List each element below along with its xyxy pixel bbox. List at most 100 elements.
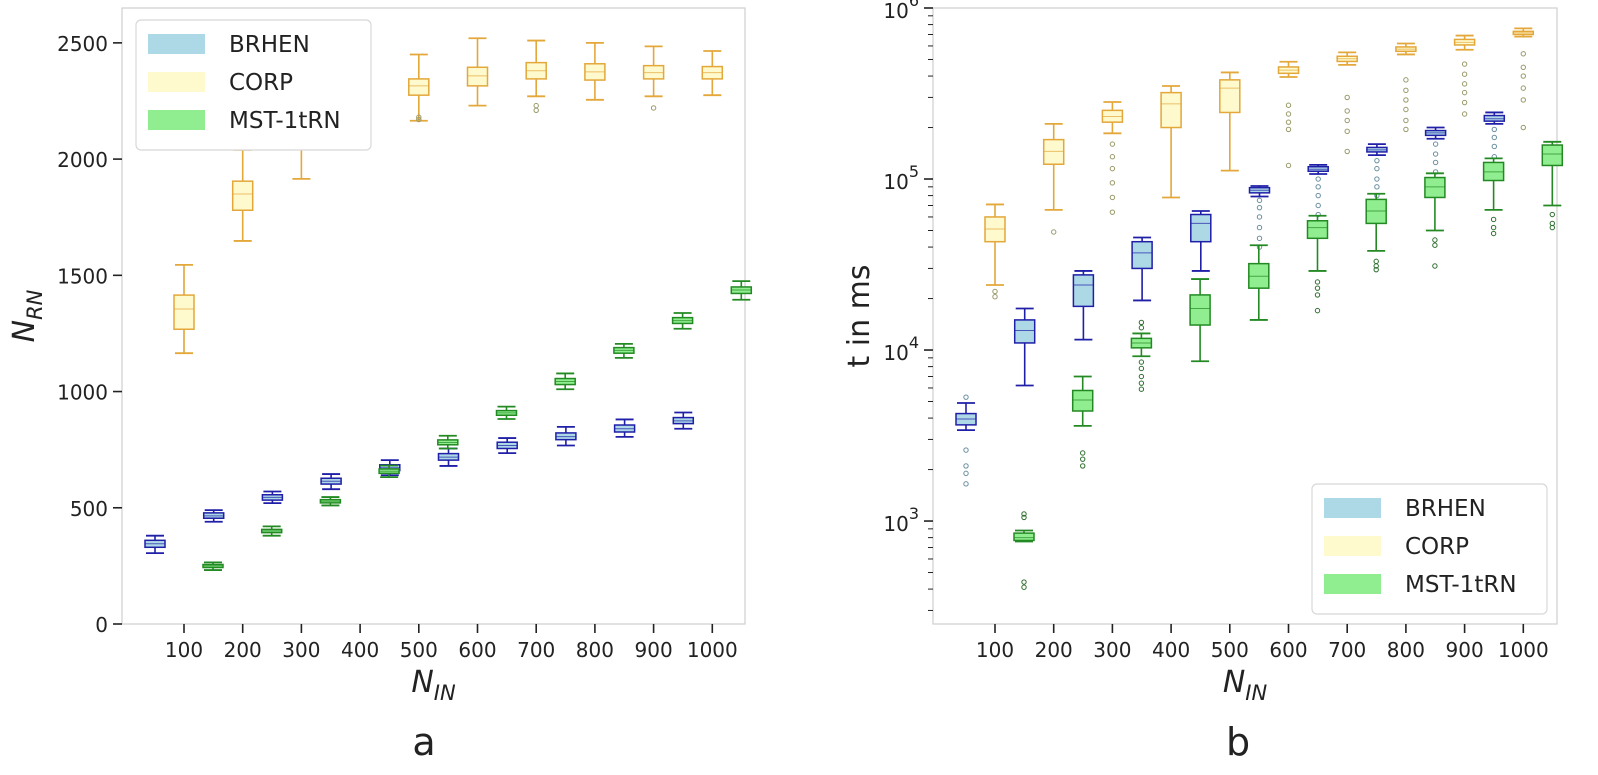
flier-point (963, 447, 969, 453)
box-brhen-300 (1072, 270, 1095, 341)
plot-frame (121, 7, 746, 625)
x-tick-label: 400 (341, 638, 379, 662)
flier-point (1461, 61, 1468, 67)
box-body (1219, 79, 1241, 114)
legend-label-mst-1trn: MST-1tRN (229, 108, 341, 134)
legend-swatch-brhen (1324, 498, 1381, 518)
box-brhen-200 (1013, 307, 1036, 387)
legend-label-brhen: BRHEN (1405, 496, 1486, 522)
flier-point (1080, 450, 1086, 456)
x-tick-label: 500 (400, 638, 438, 662)
x-tick-label: 900 (635, 638, 673, 662)
flier-point (1491, 143, 1498, 150)
box-mst-1trn-500 (437, 434, 459, 450)
x-tick-label: 800 (576, 638, 614, 662)
flier-point (1490, 216, 1497, 223)
box-mst-1trn-900 (1482, 157, 1505, 237)
box-mst-1trn-400 (378, 464, 400, 478)
flier-point (963, 394, 969, 400)
box-brhen-1000 (672, 411, 695, 430)
x-tick-label: 1000 (687, 638, 738, 662)
box-mst-1trn-700 (554, 372, 576, 391)
flier-point (1021, 584, 1027, 590)
box-mst-1trn-400 (1189, 278, 1211, 363)
box-body (1190, 213, 1212, 243)
flier-point (1021, 579, 1027, 585)
y-tick-exponent: 5 (909, 162, 919, 181)
y-tick-label: 103 (883, 504, 919, 536)
y-tick-exponent: 3 (909, 504, 919, 523)
y-tick-label: 0 (95, 613, 108, 637)
box-mst-1trn-600 (495, 405, 518, 420)
flier-point (1490, 224, 1497, 231)
flier-point (1520, 51, 1527, 57)
flier-point (1403, 87, 1409, 94)
box-corp-400 (1160, 85, 1182, 199)
flier-point (1520, 97, 1527, 103)
y-tick-base: 10 (883, 512, 908, 536)
flier-point (1109, 141, 1116, 147)
box-brhen-700 (1307, 163, 1329, 227)
flier-point (1256, 197, 1263, 204)
flier-point (1021, 514, 1027, 521)
box-mst-1trn-1000 (1541, 140, 1564, 231)
y-tick-label: 105 (883, 162, 919, 194)
legend-label-brhen: BRHEN (229, 32, 310, 58)
box-body (1072, 274, 1095, 308)
x-tick-label: 800 (1387, 638, 1425, 662)
flier-point (1374, 157, 1380, 164)
x-axis-title-main: N (1223, 665, 1245, 700)
flier-point (1256, 224, 1263, 231)
legend-swatch-corp (1324, 536, 1381, 556)
y-tick-base: 10 (883, 341, 908, 365)
flier-point (963, 470, 969, 477)
flier-point (650, 105, 657, 111)
box-mst-1trn-500 (1248, 244, 1270, 321)
box-corp-1000 (1512, 27, 1535, 131)
flier-point (1490, 230, 1497, 237)
flier-point (1109, 209, 1116, 215)
x-tick-label: 600 (458, 638, 496, 662)
box-brhen-700 (496, 437, 518, 455)
legend-swatch-brhen (148, 34, 205, 54)
flier-point (1285, 102, 1292, 108)
box-brhen-600 (437, 447, 460, 467)
box-corp-200 (1042, 123, 1065, 235)
flier-point (1432, 263, 1438, 269)
plot-frame (932, 7, 1558, 625)
box-corp-100 (984, 203, 1006, 300)
flier-point (1080, 456, 1086, 462)
flier-point (1403, 106, 1409, 113)
box-corp-500 (408, 53, 430, 123)
flier-point (1461, 99, 1468, 106)
flier-point (1432, 151, 1439, 157)
flier-point (1315, 202, 1321, 209)
y-axis-title-main: N (7, 320, 42, 342)
box-corp-900 (1453, 34, 1476, 117)
x-axis-title: NIN (1223, 665, 1268, 705)
x-tick-label: 200 (1035, 638, 1073, 662)
flier-point (1021, 511, 1027, 517)
box-mst-1trn-200 (1071, 375, 1094, 469)
box-body (1071, 389, 1094, 412)
flier-point (1315, 192, 1321, 199)
x-axis-title-sub: IN (434, 681, 456, 705)
box-body (1042, 138, 1065, 165)
x-tick-label: 1000 (1498, 638, 1549, 662)
y-tick-label: 1000 (57, 381, 108, 405)
box-mst-1trn-700 (1365, 192, 1387, 273)
box-corp-800 (584, 41, 606, 101)
flier-point (1138, 380, 1145, 386)
box-body (1131, 240, 1153, 270)
flier-point (1314, 307, 1321, 314)
box-body (231, 180, 254, 211)
x-tick-label: 200 (224, 638, 262, 662)
flier-point (1344, 128, 1350, 135)
flier-point (1373, 266, 1379, 273)
flier-point (1403, 117, 1409, 124)
panel-label: a (412, 720, 435, 764)
flier-point (1491, 126, 1498, 133)
flier-point (1285, 111, 1292, 117)
